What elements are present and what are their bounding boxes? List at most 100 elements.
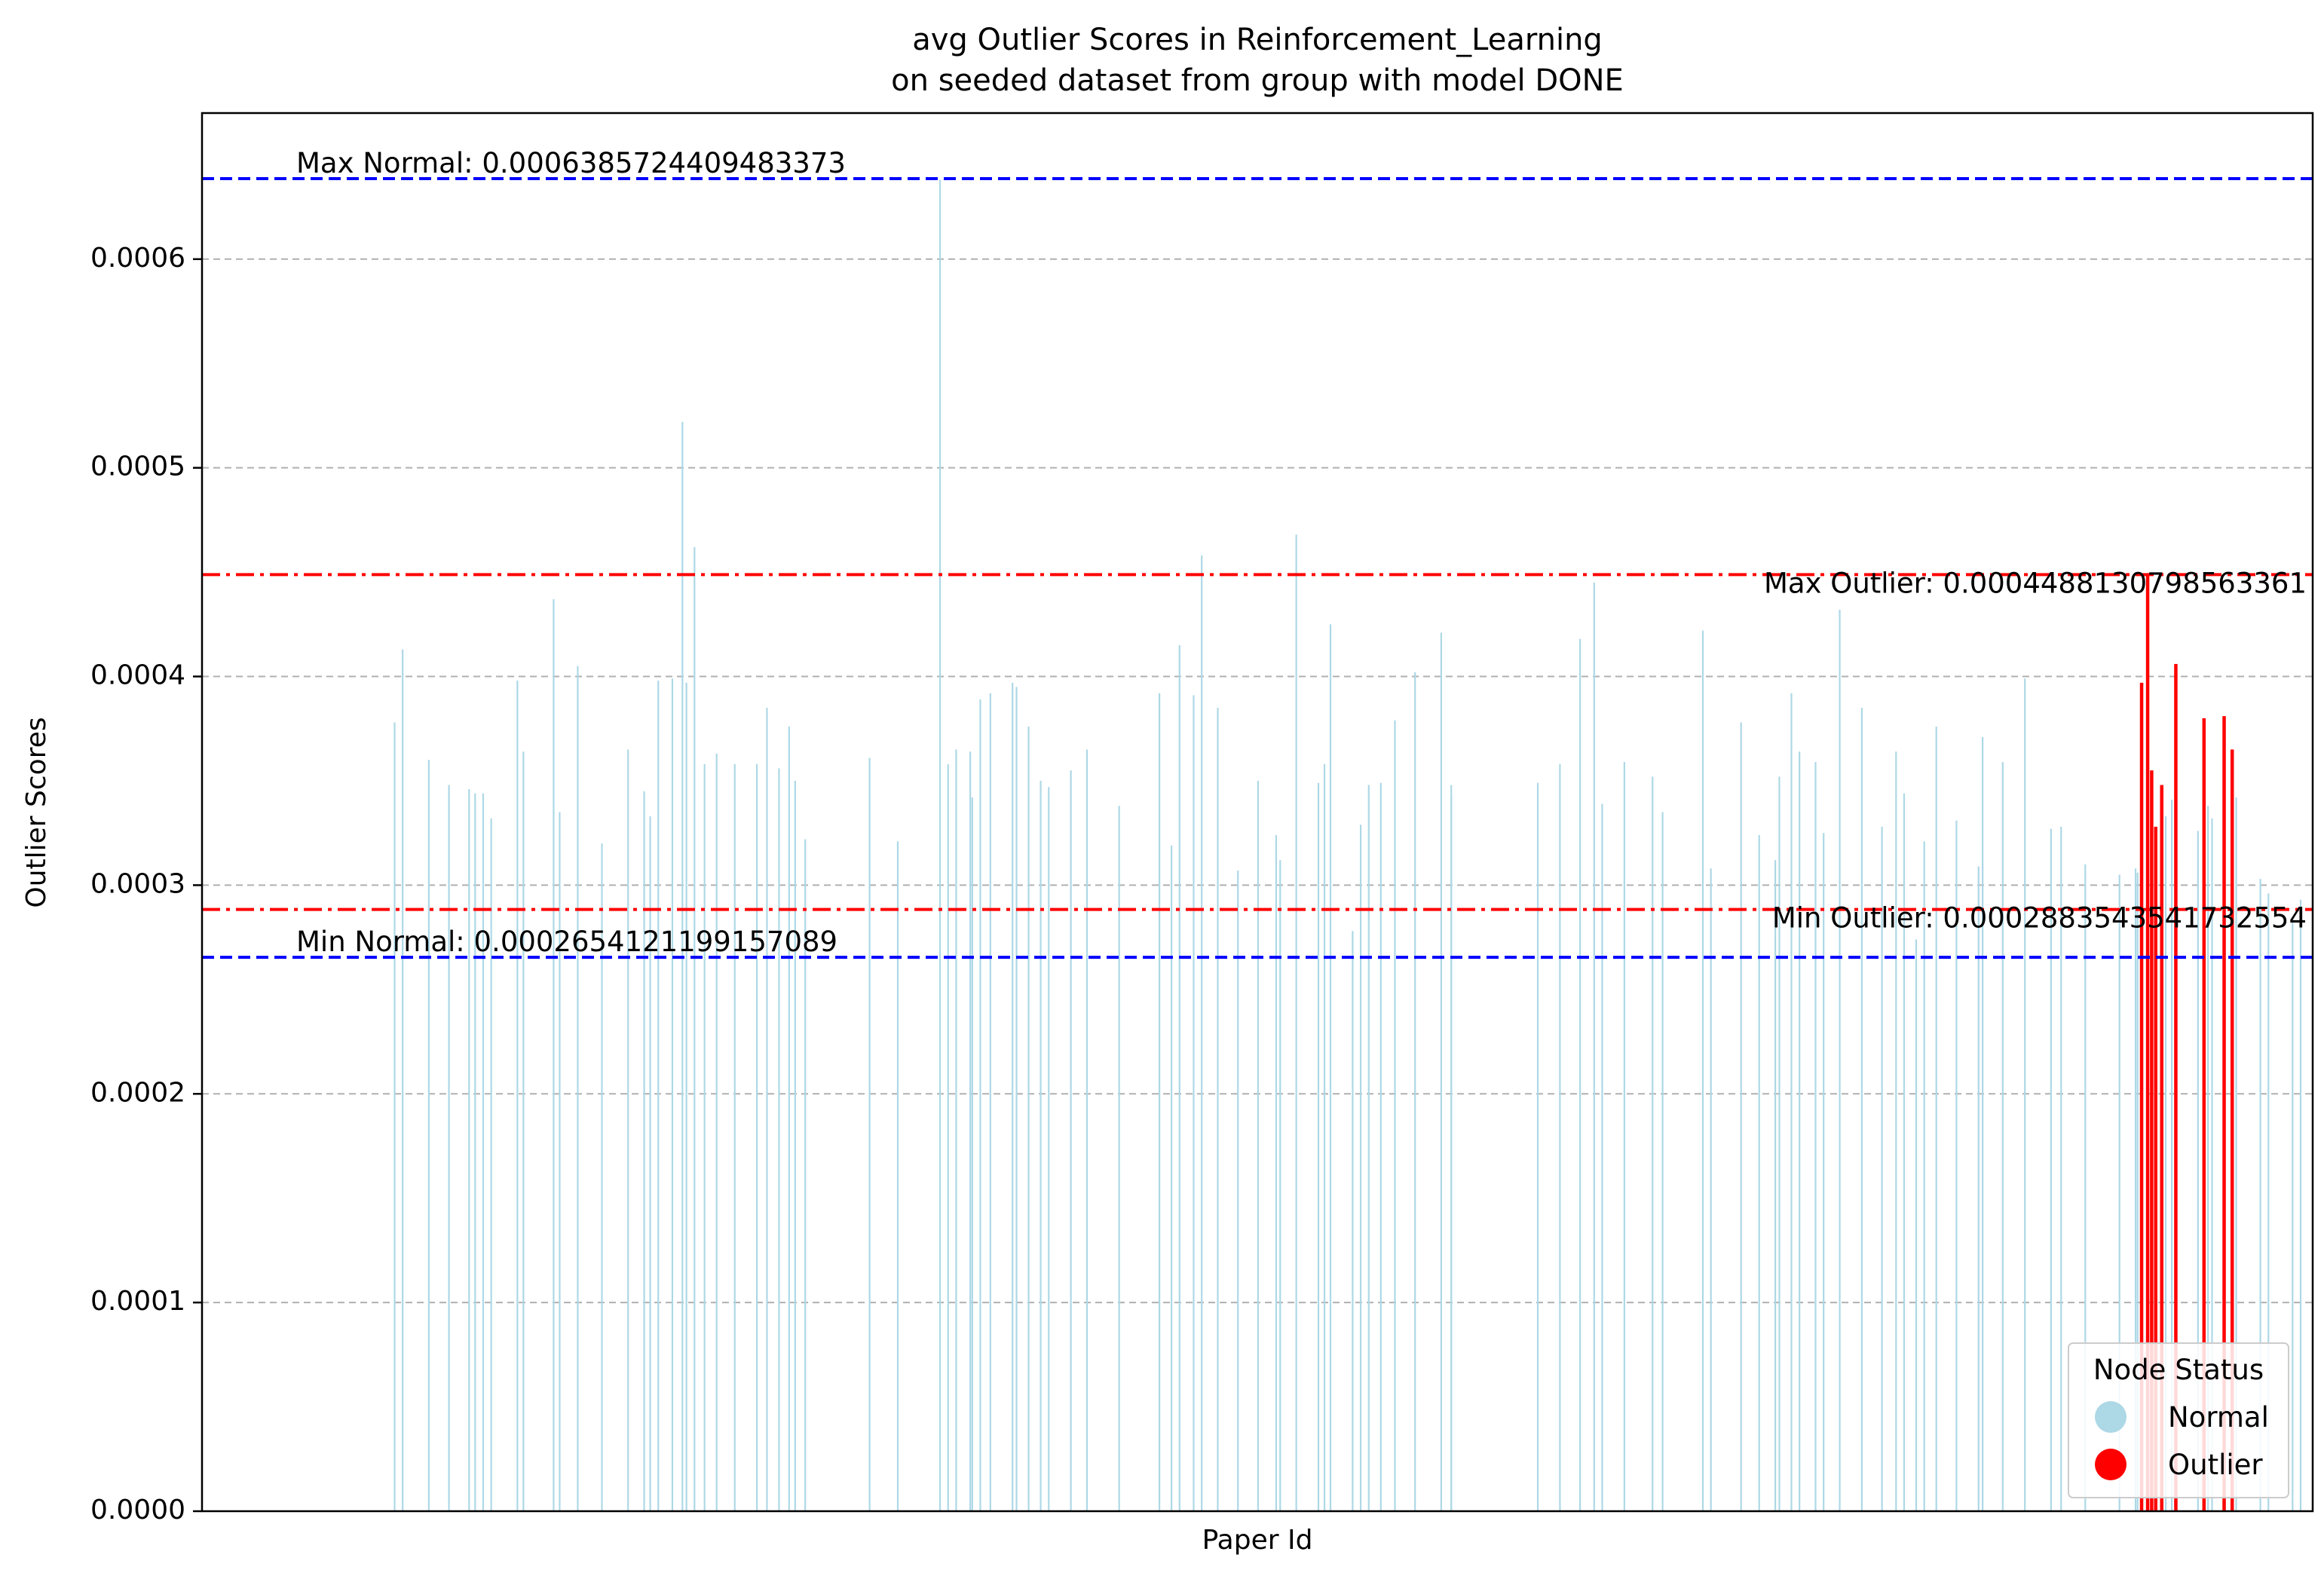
normal-bar <box>989 693 991 1512</box>
normal-bar <box>1758 834 1760 1511</box>
normal-bar <box>1012 682 1014 1511</box>
normal-bar <box>1881 826 1883 1511</box>
outlier-bar <box>2160 785 2163 1511</box>
normal-bar <box>1601 803 1603 1511</box>
normal-bar <box>402 649 404 1511</box>
normal-bar <box>1279 860 1281 1511</box>
normal-bar <box>1915 939 1918 1511</box>
normal-bar <box>1778 776 1781 1511</box>
normal-bar <box>2024 678 2026 1512</box>
normal-bar <box>1359 825 1362 1511</box>
normal-bar <box>969 751 972 1511</box>
outlier-bar <box>2145 574 2150 1512</box>
normal-bar <box>788 726 790 1511</box>
x-axis-label: Paper Id <box>1202 1525 1313 1556</box>
y-tick-label: 0.0002 <box>90 1077 185 1108</box>
normal-bar <box>1379 782 1382 1511</box>
normal-bar <box>448 785 450 1511</box>
reference-lines-layer <box>202 177 2313 959</box>
normal-bar <box>971 797 973 1511</box>
outlier-bar <box>2150 770 2154 1511</box>
normal-bar <box>794 780 796 1511</box>
normal-bar <box>979 699 981 1511</box>
normal-bar <box>2050 828 2052 1511</box>
normal-bar <box>1982 736 1984 1511</box>
normal-bar <box>1740 722 1742 1511</box>
annotations-layer: Max Normal: 0.0006385724409483373 Min Nor… <box>296 147 2307 958</box>
normal-bar <box>1323 764 1326 1511</box>
normal-bar <box>577 666 579 1511</box>
min-outlier-label: Min Outlier: 0.0002883543541732554 <box>1772 902 2307 935</box>
normal-bar <box>1201 555 1203 1511</box>
normal-bar <box>1027 726 1030 1511</box>
normal-bar <box>627 749 629 1511</box>
normal-bar <box>2197 831 2199 1511</box>
normal-bar <box>2211 818 2213 1511</box>
normal-bar <box>1171 845 1173 1511</box>
normal-bar <box>1414 672 1416 1511</box>
normal-bar <box>1217 708 1219 1511</box>
normal-bar <box>490 818 492 1511</box>
normal-bar <box>2136 872 2139 1511</box>
normal-bar <box>1352 931 1354 1511</box>
normal-bar <box>1367 785 1370 1511</box>
normal-bar <box>1895 751 1897 1511</box>
min-normal-label: Min Normal: 0.0002654121199157089 <box>296 926 837 958</box>
normal-bar <box>1015 687 1018 1511</box>
normal-bar <box>1158 693 1161 1512</box>
legend-normal-marker <box>2095 1401 2127 1433</box>
normal-bar <box>1710 868 1712 1511</box>
normal-bar <box>733 764 736 1511</box>
normal-bar <box>2259 879 2261 1511</box>
normal-bar <box>1860 708 1863 1511</box>
legend-outlier-marker <box>2095 1449 2127 1480</box>
normal-bar <box>2060 826 2062 1511</box>
normal-bar <box>1790 693 1793 1512</box>
y-axis-label: Outlier Scores <box>21 717 52 907</box>
normal-bar <box>778 768 780 1511</box>
normal-bar <box>1701 630 1704 1511</box>
normal-bar <box>938 179 942 1511</box>
normal-bar <box>1623 762 1625 1511</box>
normal-bar <box>694 546 696 1511</box>
normal-bar <box>1040 780 1042 1511</box>
chart-title-line-1: avg Outlier Scores in Reinforcement_Lear… <box>912 23 1603 57</box>
normal-bar <box>1823 833 1825 1511</box>
normal-bar <box>649 816 651 1511</box>
normal-bar <box>1799 751 1801 1511</box>
normal-bar <box>1955 820 1958 1511</box>
normal-bar <box>1118 806 1120 1511</box>
normal-bar <box>804 839 807 1511</box>
normal-bar <box>1257 780 1260 1511</box>
normal-bar <box>522 751 525 1511</box>
normal-bar <box>559 812 561 1511</box>
normal-bar <box>1593 582 1595 1511</box>
normal-bar <box>468 789 470 1511</box>
outlier-bar <box>2202 718 2206 1512</box>
normal-bar <box>1977 866 1980 1511</box>
legend-outlier-label: Outlier <box>2168 1449 2263 1481</box>
normal-bar <box>657 681 660 1511</box>
normal-bar <box>1923 841 1925 1511</box>
max-outlier-label: Max Outlier: 0.0004488130798563361 <box>1764 567 2307 599</box>
normal-bar <box>2164 816 2167 1511</box>
normal-bar <box>1295 534 1297 1511</box>
normal-bar <box>1450 785 1453 1511</box>
plot-frame <box>201 112 2314 1513</box>
chart-title-line-2: on seeded dataset from group with model … <box>891 63 1624 98</box>
normal-bar <box>427 760 430 1511</box>
y-tick-label: 0.0005 <box>90 451 185 482</box>
normal-bar <box>1440 632 1442 1511</box>
normal-bar <box>896 841 899 1511</box>
normal-bar <box>947 764 949 1511</box>
normal-bar <box>766 708 768 1511</box>
normal-bar <box>671 678 674 1512</box>
normal-bar <box>1903 793 1906 1511</box>
normal-bar <box>755 764 758 1511</box>
normal-bar <box>553 599 555 1512</box>
outlier-bar <box>2174 663 2178 1512</box>
normal-bar <box>1048 787 1050 1511</box>
normal-bar <box>1329 624 1332 1511</box>
normal-bar <box>2084 864 2087 1511</box>
normal-bar <box>703 764 706 1511</box>
